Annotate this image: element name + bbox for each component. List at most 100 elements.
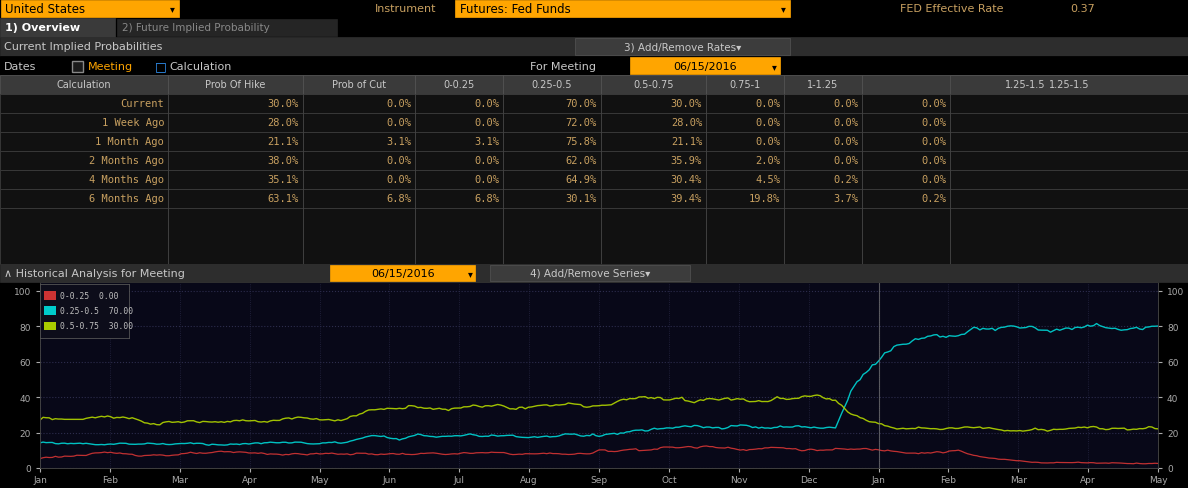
Text: 30.0%: 30.0% <box>267 99 299 109</box>
FancyBboxPatch shape <box>415 76 503 95</box>
Text: 0.0%: 0.0% <box>921 99 946 109</box>
FancyBboxPatch shape <box>601 190 706 208</box>
Text: For Meeting: For Meeting <box>530 62 596 72</box>
FancyBboxPatch shape <box>415 171 503 190</box>
Text: Meeting: Meeting <box>88 62 133 72</box>
Text: 70.0%: 70.0% <box>565 99 598 109</box>
FancyBboxPatch shape <box>601 171 706 190</box>
FancyBboxPatch shape <box>950 152 1188 171</box>
FancyBboxPatch shape <box>503 95 601 114</box>
FancyBboxPatch shape <box>0 114 168 133</box>
FancyBboxPatch shape <box>415 208 503 264</box>
FancyBboxPatch shape <box>0 114 1188 133</box>
FancyBboxPatch shape <box>706 114 784 133</box>
FancyBboxPatch shape <box>168 133 303 152</box>
FancyBboxPatch shape <box>784 76 862 95</box>
Text: 0.0%: 0.0% <box>386 99 411 109</box>
FancyBboxPatch shape <box>950 190 1188 208</box>
Text: 0.75-1: 0.75-1 <box>729 81 760 90</box>
FancyBboxPatch shape <box>303 114 415 133</box>
FancyBboxPatch shape <box>601 95 706 114</box>
Text: 21.1%: 21.1% <box>267 137 299 147</box>
FancyBboxPatch shape <box>706 190 784 208</box>
FancyBboxPatch shape <box>862 190 950 208</box>
FancyBboxPatch shape <box>0 171 168 190</box>
Text: 6 Months Ago: 6 Months Ago <box>89 194 164 204</box>
Text: 6.8%: 6.8% <box>386 194 411 204</box>
Text: 1 Week Ago: 1 Week Ago <box>101 118 164 128</box>
Text: 2.0%: 2.0% <box>756 156 781 166</box>
FancyBboxPatch shape <box>415 152 503 171</box>
Text: ▾: ▾ <box>468 268 473 279</box>
Text: Prob Of Hike: Prob Of Hike <box>206 81 266 90</box>
Bar <box>44 322 56 330</box>
FancyBboxPatch shape <box>601 133 706 152</box>
FancyBboxPatch shape <box>0 264 1188 283</box>
Text: 21.1%: 21.1% <box>671 137 702 147</box>
FancyBboxPatch shape <box>862 95 950 114</box>
Text: 6.8%: 6.8% <box>474 194 499 204</box>
FancyBboxPatch shape <box>303 171 415 190</box>
FancyBboxPatch shape <box>455 1 790 18</box>
FancyBboxPatch shape <box>575 39 790 56</box>
FancyBboxPatch shape <box>601 208 706 264</box>
FancyBboxPatch shape <box>415 95 503 114</box>
FancyBboxPatch shape <box>415 190 503 208</box>
Text: Calculation: Calculation <box>57 81 112 90</box>
FancyBboxPatch shape <box>0 76 168 95</box>
FancyBboxPatch shape <box>303 190 415 208</box>
Text: 0.0%: 0.0% <box>474 99 499 109</box>
Text: 35.9%: 35.9% <box>671 156 702 166</box>
FancyBboxPatch shape <box>0 152 168 171</box>
Text: 0.37: 0.37 <box>1070 4 1095 15</box>
FancyBboxPatch shape <box>415 133 503 152</box>
FancyBboxPatch shape <box>950 208 1188 264</box>
FancyBboxPatch shape <box>1 1 179 18</box>
Text: 0.0%: 0.0% <box>833 156 858 166</box>
Text: Calculation: Calculation <box>169 62 232 72</box>
FancyBboxPatch shape <box>862 208 950 264</box>
Text: FED Effective Rate: FED Effective Rate <box>901 4 1004 15</box>
Text: 0.0%: 0.0% <box>474 175 499 185</box>
Text: United States: United States <box>5 3 86 16</box>
FancyBboxPatch shape <box>503 190 601 208</box>
Text: 1 Month Ago: 1 Month Ago <box>95 137 164 147</box>
FancyBboxPatch shape <box>706 133 784 152</box>
Text: 2 Months Ago: 2 Months Ago <box>89 156 164 166</box>
Text: Current: Current <box>120 99 164 109</box>
FancyBboxPatch shape <box>168 208 303 264</box>
FancyBboxPatch shape <box>330 265 475 282</box>
FancyBboxPatch shape <box>0 95 168 114</box>
FancyBboxPatch shape <box>950 95 1188 114</box>
FancyBboxPatch shape <box>0 133 1188 152</box>
FancyBboxPatch shape <box>503 152 601 171</box>
FancyBboxPatch shape <box>168 95 303 114</box>
FancyBboxPatch shape <box>303 95 415 114</box>
FancyBboxPatch shape <box>0 133 168 152</box>
Text: 0.2%: 0.2% <box>833 175 858 185</box>
Bar <box>44 292 56 301</box>
Text: 4) Add/Remove Series▾: 4) Add/Remove Series▾ <box>530 268 650 279</box>
Text: 3.7%: 3.7% <box>833 194 858 204</box>
Text: 0.0%: 0.0% <box>921 156 946 166</box>
Text: 75.8%: 75.8% <box>565 137 598 147</box>
Text: 72.0%: 72.0% <box>565 118 598 128</box>
Text: 28.0%: 28.0% <box>671 118 702 128</box>
FancyBboxPatch shape <box>0 171 1188 190</box>
Text: Prob of Cut: Prob of Cut <box>331 81 386 90</box>
FancyBboxPatch shape <box>950 114 1188 133</box>
FancyBboxPatch shape <box>706 208 784 264</box>
FancyBboxPatch shape <box>116 20 337 37</box>
Text: 0.0%: 0.0% <box>756 137 781 147</box>
Text: ▾: ▾ <box>170 4 175 15</box>
FancyBboxPatch shape <box>862 114 950 133</box>
FancyBboxPatch shape <box>303 152 415 171</box>
Text: 0.0%: 0.0% <box>386 175 411 185</box>
FancyBboxPatch shape <box>0 76 1188 95</box>
Text: 19.8%: 19.8% <box>748 194 781 204</box>
FancyBboxPatch shape <box>862 152 950 171</box>
Text: □: □ <box>154 61 166 73</box>
FancyBboxPatch shape <box>784 114 862 133</box>
Text: ∧ Historical Analysis for Meeting: ∧ Historical Analysis for Meeting <box>4 268 185 279</box>
FancyBboxPatch shape <box>784 208 862 264</box>
